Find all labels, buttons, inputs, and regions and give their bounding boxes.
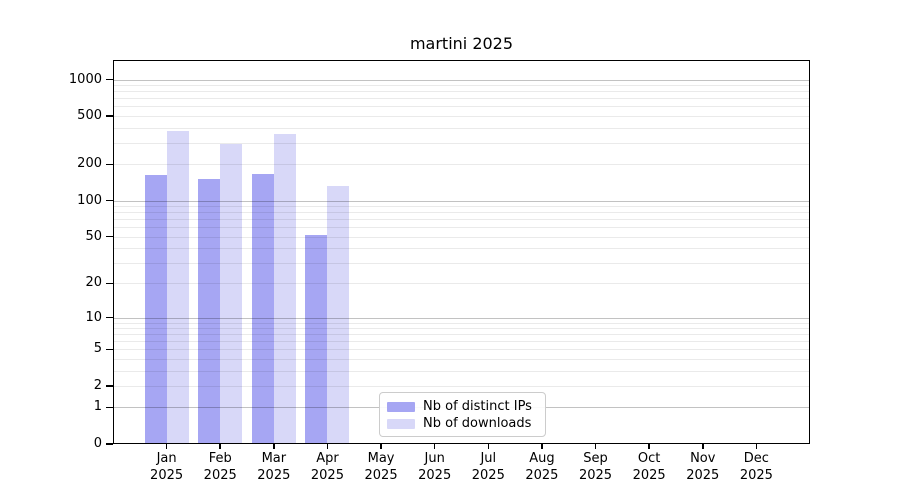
x-tick-label-feb: Feb 2025 bbox=[203, 451, 237, 483]
y-tick bbox=[106, 443, 113, 445]
x-tick-label-aug: Aug 2025 bbox=[525, 451, 559, 483]
x-tick-label-nov: Nov 2025 bbox=[686, 451, 720, 483]
x-tick bbox=[648, 444, 650, 449]
x-tick bbox=[380, 444, 382, 449]
legend-swatch-downloads bbox=[387, 419, 415, 429]
y-tick-label: 20 bbox=[85, 275, 102, 291]
legend-label: Nb of downloads bbox=[423, 416, 532, 431]
gridline-minor bbox=[113, 219, 810, 221]
x-tick-label-jul: Jul 2025 bbox=[471, 451, 505, 483]
gridline-minor bbox=[113, 248, 810, 250]
x-tick bbox=[594, 444, 597, 449]
legend: Nb of distinct IPs Nb of downloads bbox=[379, 392, 546, 437]
gridline-minor bbox=[113, 322, 810, 324]
y-tick bbox=[106, 78, 113, 81]
y-tick-label: 100 bbox=[77, 192, 102, 208]
gridline-major bbox=[113, 79, 810, 81]
gridline-minor bbox=[113, 127, 810, 129]
gridline-minor bbox=[113, 106, 810, 108]
x-tick-label-dec: Dec 2025 bbox=[739, 451, 773, 483]
x-tick-label-jan: Jan 2025 bbox=[150, 451, 184, 483]
y-tick-label: 10 bbox=[85, 309, 102, 325]
gridline-minor bbox=[113, 85, 810, 87]
y-tick-label: 0 bbox=[93, 436, 102, 451]
legend-swatch-distinct-ips bbox=[387, 402, 415, 412]
y-tick bbox=[106, 385, 113, 387]
y-tick-label: 500 bbox=[77, 108, 102, 124]
legend-item-downloads: Nb of downloads bbox=[387, 416, 545, 432]
gridline-minor bbox=[113, 386, 810, 388]
gridline-major bbox=[113, 317, 810, 319]
bars-layer bbox=[113, 60, 810, 444]
bar-nb-of-distinct-ips-feb bbox=[198, 179, 221, 444]
gridline-minor bbox=[113, 341, 810, 343]
x-tick bbox=[702, 444, 704, 449]
gridline-minor bbox=[113, 91, 810, 93]
y-tick bbox=[106, 406, 113, 409]
y-tick-label: 200 bbox=[77, 156, 102, 172]
gridline-minor bbox=[113, 164, 810, 166]
y-tick bbox=[106, 163, 113, 165]
legend-label: Nb of distinct IPs bbox=[423, 399, 532, 414]
bar-nb-of-distinct-ips-mar bbox=[251, 173, 274, 444]
x-tick bbox=[326, 444, 329, 449]
gridline-minor bbox=[113, 334, 810, 336]
x-tick bbox=[433, 444, 436, 449]
gridline-minor bbox=[113, 236, 810, 238]
gridline-minor bbox=[113, 206, 810, 208]
x-tick-label-oct: Oct 2025 bbox=[632, 451, 666, 483]
bar-nb-of-downloads-jan bbox=[166, 130, 189, 444]
gridline-minor bbox=[113, 142, 810, 144]
bar-nb-of-distinct-ips-apr bbox=[305, 234, 328, 444]
y-tick bbox=[106, 316, 113, 319]
gridline-minor bbox=[113, 349, 810, 351]
bar-nb-of-downloads-feb bbox=[220, 144, 243, 444]
x-tick-label-jun: Jun 2025 bbox=[418, 451, 452, 483]
gridline-major bbox=[113, 200, 810, 202]
y-tick-label: 1 bbox=[93, 399, 102, 415]
x-tick bbox=[755, 444, 758, 449]
y-tick-label: 1000 bbox=[68, 71, 102, 87]
gridline-minor bbox=[113, 283, 810, 285]
y-tick-label: 5 bbox=[93, 341, 102, 357]
x-tick-label-mar: Mar 2025 bbox=[257, 451, 291, 483]
bar-nb-of-downloads-apr bbox=[327, 186, 350, 444]
y-tick bbox=[106, 115, 113, 117]
y-tick-label: 50 bbox=[85, 228, 102, 244]
y-tick-label: 2 bbox=[93, 378, 102, 394]
gridline-minor bbox=[113, 328, 810, 330]
x-tick-label-sep: Sep 2025 bbox=[578, 451, 613, 483]
plot-area bbox=[113, 60, 810, 444]
gridline-minor bbox=[113, 262, 810, 264]
x-tick-label-may: May 2025 bbox=[364, 451, 398, 483]
gridline-minor bbox=[113, 212, 810, 214]
bar-nb-of-distinct-ips-jan bbox=[144, 174, 167, 444]
y-tick bbox=[106, 282, 113, 285]
x-tick bbox=[487, 444, 490, 449]
x-tick-label-apr: Apr 2025 bbox=[310, 451, 344, 483]
gridline-minor bbox=[113, 370, 810, 372]
legend-item-distinct-ips: Nb of distinct IPs bbox=[387, 399, 545, 415]
gridline-minor bbox=[113, 227, 810, 229]
x-tick bbox=[165, 444, 168, 449]
y-tick bbox=[106, 199, 113, 202]
gridline-minor bbox=[113, 116, 810, 118]
gridline-minor bbox=[113, 359, 810, 361]
gridline-minor bbox=[113, 98, 810, 100]
x-tick bbox=[541, 444, 543, 449]
x-tick bbox=[219, 444, 221, 449]
chart-title: martini 2025 bbox=[409, 34, 514, 53]
y-tick bbox=[106, 348, 113, 351]
bar-nb-of-downloads-mar bbox=[273, 134, 296, 444]
y-tick bbox=[106, 235, 113, 238]
x-tick bbox=[273, 444, 275, 449]
